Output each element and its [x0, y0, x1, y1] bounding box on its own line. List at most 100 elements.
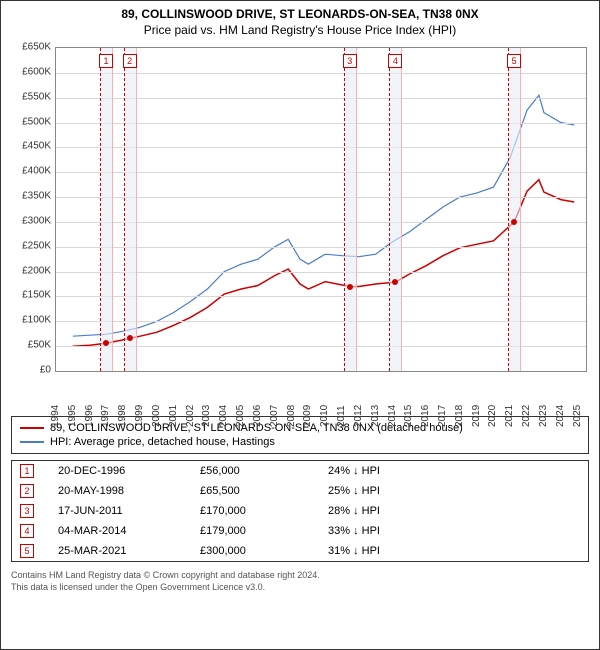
series-hpi	[73, 95, 574, 336]
event-price: £300,000	[200, 545, 320, 557]
event-date: 17-JUN-2011	[42, 505, 192, 517]
x-axis-label: 2005	[235, 405, 246, 427]
event-row: 120-DEC-1996£56,00024% ↓ HPI	[12, 461, 588, 481]
event-dot	[127, 335, 133, 341]
x-axis-label: 2018	[454, 405, 465, 427]
footer: Contains HM Land Registry data © Crown c…	[11, 570, 589, 593]
title-subtitle: Price paid vs. HM Land Registry's House …	[5, 23, 595, 37]
event-dash-line	[389, 48, 390, 371]
x-axis-label: 2019	[471, 405, 482, 427]
event-row: 404-MAR-2014£179,00033% ↓ HPI	[12, 521, 588, 541]
x-axis-label: 2024	[555, 405, 566, 427]
y-axis-label: £150K	[7, 290, 51, 301]
events-table: 120-DEC-1996£56,00024% ↓ HPI220-MAY-1998…	[11, 460, 589, 562]
x-axis-label: 1998	[117, 405, 128, 427]
event-pct: 25% ↓ HPI	[328, 485, 580, 497]
event-pct: 31% ↓ HPI	[328, 545, 580, 557]
event-solid-line	[401, 48, 402, 371]
event-price: £65,500	[200, 485, 320, 497]
x-axis-label: 2021	[504, 405, 515, 427]
event-band	[124, 48, 136, 371]
event-marker-box: 2	[123, 54, 137, 68]
event-marker-box: 4	[388, 54, 402, 68]
x-axis-label: 2023	[538, 405, 549, 427]
y-axis-label: £500K	[7, 116, 51, 127]
x-axis-label: 2007	[269, 405, 280, 427]
x-axis-label: 2013	[370, 405, 381, 427]
x-axis-label: 2008	[286, 405, 297, 427]
event-marker-num: 5	[20, 544, 34, 558]
event-marker-num: 4	[20, 524, 34, 538]
event-pct: 24% ↓ HPI	[328, 465, 580, 477]
event-dash-line	[344, 48, 345, 371]
event-marker-box: 3	[343, 54, 357, 68]
legend-swatch-property	[20, 427, 44, 429]
y-axis-label: £550K	[7, 91, 51, 102]
x-axis-label: 2009	[302, 405, 313, 427]
y-axis-label: £250K	[7, 240, 51, 251]
event-price: £179,000	[200, 525, 320, 537]
y-axis-label: £600K	[7, 66, 51, 77]
x-axis-label: 2004	[218, 405, 229, 427]
x-axis-label: 1997	[100, 405, 111, 427]
title-address: 89, COLLINSWOOD DRIVE, ST LEONARDS-ON-SE…	[5, 7, 595, 21]
x-axis-label: 1996	[84, 405, 95, 427]
x-axis-label: 2003	[201, 405, 212, 427]
event-solid-line	[136, 48, 137, 371]
legend-row-hpi: HPI: Average price, detached house, Hast…	[20, 435, 580, 449]
y-axis-label: £100K	[7, 315, 51, 326]
x-axis-label: 2012	[353, 405, 364, 427]
event-row: 3 17-JUN-2011 £170,000 28% ↓ HPI	[12, 501, 588, 521]
event-marker-num: 2	[20, 484, 34, 498]
event-price: £56,000	[200, 465, 320, 477]
legend-label-hpi: HPI: Average price, detached house, Hast…	[50, 436, 275, 448]
x-axis-label: 2011	[336, 405, 347, 427]
event-dash-line	[124, 48, 125, 371]
x-axis-label: 2010	[319, 405, 330, 427]
x-axis-label: 2017	[437, 405, 448, 427]
plot-region: 12345	[55, 47, 587, 372]
y-axis-label: £400K	[7, 166, 51, 177]
event-marker-box: 5	[507, 54, 521, 68]
x-axis-label: 2006	[252, 405, 263, 427]
event-price: £170,000	[200, 505, 320, 517]
legend-swatch-hpi	[20, 441, 44, 443]
y-axis-label: £300K	[7, 215, 51, 226]
chart-container: 89, COLLINSWOOD DRIVE, ST LEONARDS-ON-SE…	[0, 0, 600, 650]
event-solid-line	[112, 48, 113, 371]
chart-area: 12345 £0£50K£100K£150K£200K£250K£300K£35…	[7, 43, 593, 408]
y-axis-label: £200K	[7, 265, 51, 276]
y-axis-label: £650K	[7, 42, 51, 53]
event-pct: 33% ↓ HPI	[328, 525, 580, 537]
event-dot	[103, 340, 109, 346]
x-axis-label: 2001	[168, 405, 179, 427]
event-dot	[347, 284, 353, 290]
x-axis-label: 1999	[134, 405, 145, 427]
footer-line2: This data is licensed under the Open Gov…	[11, 582, 589, 594]
x-axis-label: 2020	[487, 405, 498, 427]
x-axis-label: 2016	[420, 405, 431, 427]
event-marker-num: 3	[20, 504, 34, 518]
event-row: 2 20-MAY-1998 £65,500 25% ↓ HPI	[12, 481, 588, 501]
x-axis-label: 1994	[50, 405, 61, 427]
event-marker-num: 1	[20, 464, 34, 478]
x-axis-label: 1995	[67, 405, 78, 427]
event-date: 25-MAR-2021	[42, 545, 192, 557]
event-pct: 28% ↓ HPI	[328, 505, 580, 517]
x-axis-label: 2025	[572, 405, 583, 427]
legend: 89, COLLINSWOOD DRIVE, ST LEONARDS-ON-SE…	[11, 416, 589, 454]
event-date: 20-MAY-1998	[42, 485, 192, 497]
event-band	[389, 48, 401, 371]
y-axis-label: £450K	[7, 141, 51, 152]
footer-line1: Contains HM Land Registry data © Crown c…	[11, 570, 589, 582]
event-dot	[392, 279, 398, 285]
event-band	[508, 48, 520, 371]
x-axis-label: 2014	[387, 405, 398, 427]
event-band	[100, 48, 112, 371]
event-solid-line	[520, 48, 521, 371]
y-axis-label: £0	[7, 365, 51, 376]
event-dot	[511, 219, 517, 225]
event-row: 5 25-MAR-2021 £300,000 31% ↓ HPI	[12, 541, 588, 561]
event-dash-line	[100, 48, 101, 371]
x-axis-label: 2015	[403, 405, 414, 427]
